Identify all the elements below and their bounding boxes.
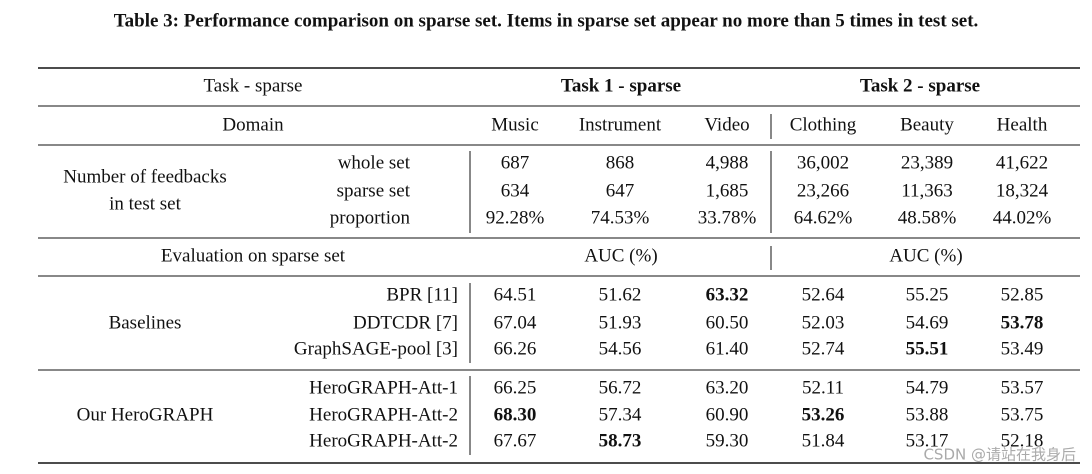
cell: 51.62 [599,284,642,305]
row-name: whole set [338,152,411,173]
cell: 53.88 [906,404,949,425]
cell: 59.30 [706,430,749,451]
cell: 11,363 [901,180,953,201]
task-label: Task - sparse [204,75,303,96]
row-name: HeroGRAPH-Att-1 [309,377,458,398]
row-name: DDTCDR [7] [353,312,458,333]
cell: 52.74 [802,338,845,359]
cell: 41,622 [996,152,1048,173]
cell: 53.75 [1001,404,1044,425]
cell: 1,685 [706,180,749,201]
task2-header: Task 2 - sparse [860,75,980,96]
cell: 634 [501,180,530,201]
cell: 52.11 [802,377,844,398]
task1-header: Task 1 - sparse [561,75,681,96]
domain-header: Instrument [579,114,662,135]
cell: 53.17 [906,430,949,451]
cell: 74.53% [591,207,650,228]
cell: 23,266 [797,180,849,201]
domain-header: Video [704,114,749,135]
metric-label: AUC (%) [889,245,962,266]
row-name: GraphSAGE-pool [3] [294,338,458,359]
row-name: BPR [11] [386,284,458,305]
cell: 52.18 [1001,430,1044,451]
cell: 51.84 [802,430,845,451]
cell: 647 [606,180,635,201]
cell: 66.26 [494,338,537,359]
cell: 55.51 [906,338,949,359]
cell: 68.30 [494,404,537,425]
cell: 55.25 [906,284,949,305]
cell: 4,988 [706,152,749,173]
cell: 63.20 [706,377,749,398]
cell: 60.90 [706,404,749,425]
cell: 92.28% [486,207,545,228]
caption: Table 3: Performance comparison on spars… [114,10,979,31]
watermark: CSDN @请站在我身后 [923,446,1076,464]
feedback-label: Number of feedbacks [63,166,227,187]
cell: 48.58% [898,207,957,228]
row-name: HeroGRAPH-Att-2 [309,404,458,425]
domain-header: Beauty [900,114,954,135]
group-label: Our HeroGRAPH [77,404,214,425]
cell: 53.26 [802,404,845,425]
metric-label: AUC (%) [584,245,657,266]
cell: 51.93 [599,312,642,333]
cell: 53.57 [1001,377,1044,398]
cell: 58.73 [599,430,642,451]
cell: 33.78% [698,207,757,228]
row-name: proportion [330,207,411,228]
domain-header: Music [491,114,539,135]
cell: 64.62% [794,207,853,228]
cell: 36,002 [797,152,849,173]
cell: 66.25 [494,377,537,398]
cell: 67.04 [494,312,537,333]
cell: 60.50 [706,312,749,333]
cell: 54.69 [906,312,949,333]
cell: 54.56 [599,338,642,359]
cell: 54.79 [906,377,949,398]
cell: 56.72 [599,377,642,398]
domain-label: Domain [222,114,284,135]
cell: 57.34 [599,404,642,425]
feedback-label: in test set [109,193,181,214]
cell: 687 [501,152,530,173]
evaluation-label: Evaluation on sparse set [161,245,346,266]
domain-header: Health [997,114,1048,135]
group-label: Baselines [109,312,182,333]
domain-header: Clothing [790,114,857,135]
cell: 868 [606,152,635,173]
cell: 67.67 [494,430,537,451]
cell: 64.51 [494,284,537,305]
cell: 61.40 [706,338,749,359]
cell: 63.32 [706,284,749,305]
cell: 52.03 [802,312,845,333]
cell: 52.64 [802,284,845,305]
cell: 53.78 [1001,312,1044,333]
cell: 52.85 [1001,284,1044,305]
row-name: HeroGRAPH-Att-2 [309,430,458,451]
cell: 18,324 [996,180,1049,201]
cell: 53.49 [1001,338,1044,359]
row-name: sparse set [337,180,411,201]
cell: 44.02% [993,207,1052,228]
cell: 23,389 [901,152,953,173]
